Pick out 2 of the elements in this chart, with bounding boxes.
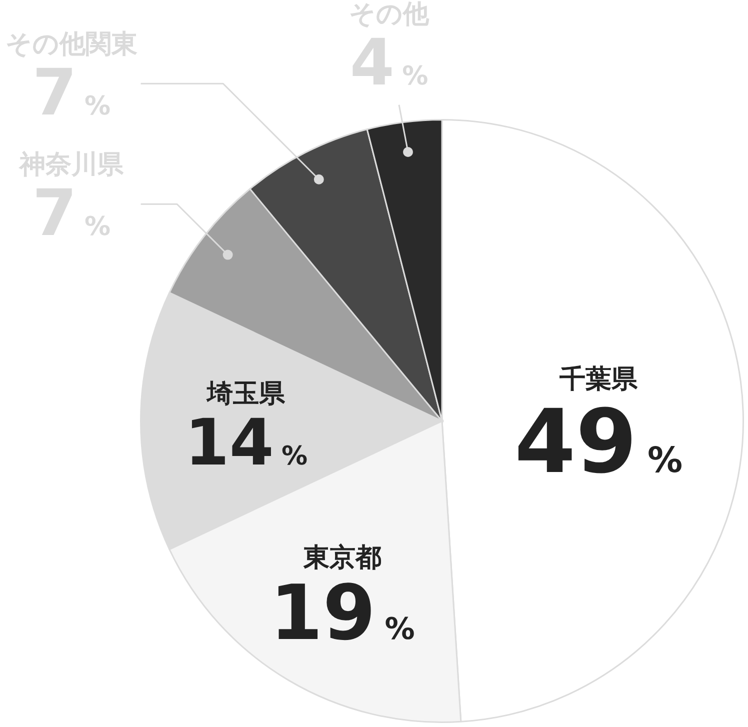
slice-label: 千葉県 (558, 364, 639, 395)
slice-label: 東京都 (302, 542, 382, 573)
